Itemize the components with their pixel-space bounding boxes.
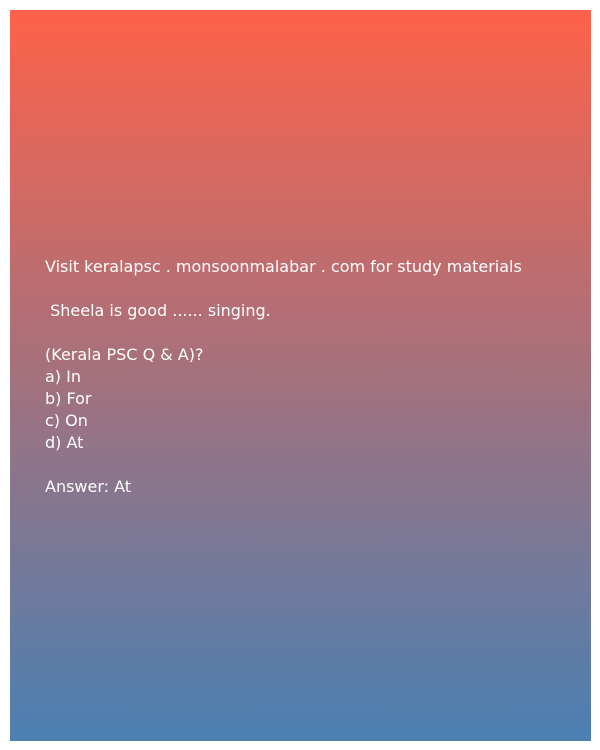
option-d: d) At <box>45 433 84 452</box>
answer-text: Answer: At <box>45 477 132 496</box>
question-text: Sheela is good ...... singing. <box>45 301 271 320</box>
visit-website-text: Visit keralapsc . monsoonmalabar . com f… <box>45 257 522 276</box>
option-a: a) In <box>45 367 81 386</box>
question-card: Visit keralapsc . monsoonmalabar . com f… <box>10 10 591 741</box>
question-source: (Kerala PSC Q & A)? <box>45 345 204 364</box>
question-content: Visit keralapsc . monsoonmalabar . com f… <box>45 256 581 498</box>
option-b: b) For <box>45 389 92 408</box>
spacer <box>45 322 581 344</box>
spacer <box>45 278 581 300</box>
spacer <box>45 454 581 476</box>
option-c: c) On <box>45 411 88 430</box>
